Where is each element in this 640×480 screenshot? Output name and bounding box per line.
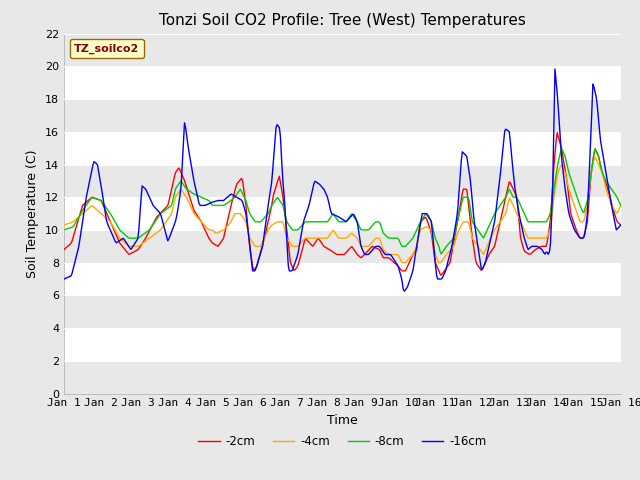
-16cm bbox=[606, 192, 614, 197]
-16cm bbox=[401, 288, 408, 294]
-4cm bbox=[518, 221, 525, 227]
-16cm bbox=[324, 198, 332, 204]
Bar bbox=[64, 295, 621, 328]
-4cm bbox=[324, 234, 332, 240]
Bar bbox=[64, 361, 621, 394]
-16cm bbox=[60, 276, 68, 282]
-2cm bbox=[324, 246, 332, 252]
Line: -2cm: -2cm bbox=[64, 132, 621, 275]
-2cm bbox=[606, 193, 614, 199]
Bar bbox=[64, 230, 621, 263]
-2cm bbox=[437, 272, 445, 278]
-2cm bbox=[554, 130, 561, 135]
-2cm bbox=[518, 239, 525, 244]
Y-axis label: Soil Temperature (C): Soil Temperature (C) bbox=[26, 149, 39, 278]
-2cm bbox=[617, 222, 625, 228]
-16cm bbox=[551, 66, 559, 72]
-2cm bbox=[328, 248, 335, 254]
-8cm bbox=[392, 235, 399, 241]
Bar bbox=[64, 99, 621, 132]
-8cm bbox=[606, 183, 614, 189]
-4cm bbox=[392, 252, 399, 257]
Legend: -2cm, -4cm, -8cm, -16cm: -2cm, -4cm, -8cm, -16cm bbox=[194, 430, 491, 453]
-4cm bbox=[328, 229, 335, 235]
-8cm bbox=[362, 227, 369, 233]
-16cm bbox=[617, 222, 625, 228]
-8cm bbox=[437, 251, 445, 257]
-4cm bbox=[591, 154, 599, 160]
-4cm bbox=[606, 197, 614, 203]
-16cm bbox=[392, 259, 399, 264]
-2cm bbox=[362, 251, 369, 257]
X-axis label: Time: Time bbox=[327, 414, 358, 427]
-4cm bbox=[617, 203, 625, 208]
-16cm bbox=[362, 252, 369, 257]
-8cm bbox=[617, 203, 625, 208]
-8cm bbox=[518, 204, 525, 210]
Line: -4cm: -4cm bbox=[64, 157, 621, 263]
-4cm bbox=[60, 222, 68, 228]
-16cm bbox=[328, 211, 335, 216]
Bar bbox=[64, 165, 621, 197]
-4cm bbox=[362, 243, 369, 249]
-4cm bbox=[398, 260, 406, 265]
Line: -8cm: -8cm bbox=[64, 149, 621, 254]
-8cm bbox=[558, 146, 566, 152]
-8cm bbox=[60, 227, 68, 233]
Title: Tonzi Soil CO2 Profile: Tree (West) Temperatures: Tonzi Soil CO2 Profile: Tree (West) Temp… bbox=[159, 13, 526, 28]
-8cm bbox=[324, 217, 332, 223]
-8cm bbox=[328, 213, 335, 218]
-2cm bbox=[60, 247, 68, 252]
Line: -16cm: -16cm bbox=[64, 69, 621, 291]
-16cm bbox=[518, 223, 525, 228]
Bar bbox=[64, 34, 621, 66]
-2cm bbox=[392, 261, 399, 266]
